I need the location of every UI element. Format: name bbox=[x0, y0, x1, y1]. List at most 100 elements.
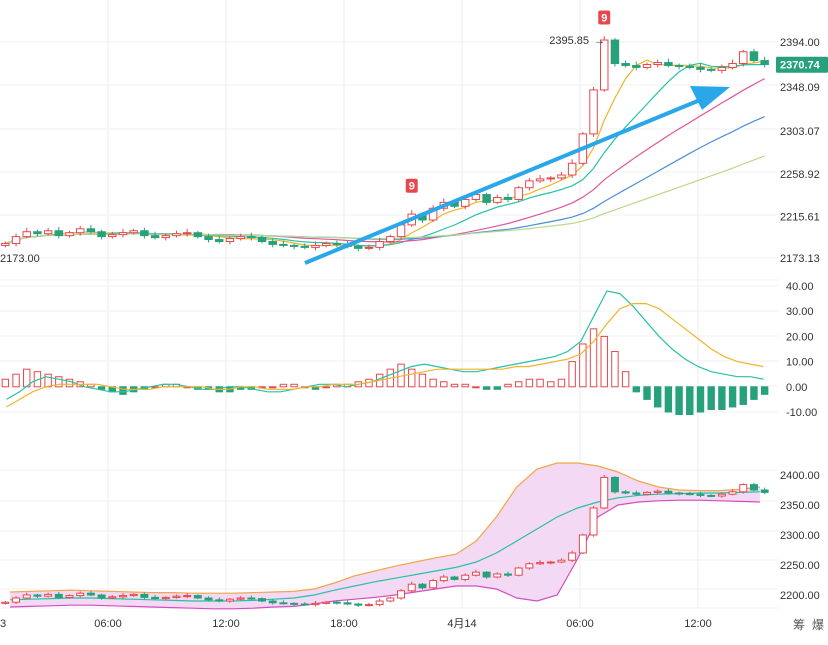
macd-histogram-bar bbox=[739, 386, 747, 405]
macd-y-tick: 20.00 bbox=[786, 331, 814, 343]
main-y-tick: 2258.92 bbox=[780, 169, 820, 181]
candle-body bbox=[204, 236, 213, 241]
boll-candle-body bbox=[108, 596, 117, 599]
boll-candle-body bbox=[76, 592, 85, 597]
boll-candle-body bbox=[514, 567, 523, 576]
candle-body bbox=[546, 177, 556, 180]
boll-candle-body bbox=[482, 571, 491, 578]
boll-candle-body bbox=[54, 593, 63, 598]
macd-dea-line bbox=[6, 303, 764, 408]
boll-candle-body bbox=[279, 602, 288, 605]
boll-candle-body bbox=[707, 494, 716, 497]
main-y-axis: 2394.00 2348.09 2303.07 2258.92 2215.61 … bbox=[780, 37, 820, 265]
boll-candle-body bbox=[493, 573, 502, 578]
signal-marker-bg bbox=[405, 178, 418, 193]
macd-dif-line bbox=[6, 290, 764, 400]
candle-body bbox=[214, 239, 224, 243]
macd-histogram-bar bbox=[557, 378, 566, 388]
candle-body bbox=[589, 89, 598, 135]
macd-histogram-bar bbox=[290, 383, 298, 388]
boll-candle-body bbox=[557, 559, 566, 563]
candle-body bbox=[118, 232, 128, 236]
boll-candle-body bbox=[236, 597, 245, 600]
liquidation-button[interactable]: 爆 bbox=[812, 618, 824, 632]
boll-candle-body bbox=[354, 603, 363, 606]
candle-body bbox=[172, 233, 181, 237]
candle-body bbox=[557, 174, 566, 179]
macd-histogram-bar bbox=[525, 378, 534, 388]
boll-candle-body bbox=[664, 490, 673, 494]
macd-histogram-bar bbox=[728, 386, 737, 408]
time-tick: 12:00 bbox=[684, 618, 712, 630]
bollinger-middle-line bbox=[10, 491, 760, 602]
candle-body bbox=[493, 196, 502, 203]
macd-y-tick: 30.00 bbox=[786, 306, 814, 318]
boll-candle-body bbox=[22, 594, 31, 599]
candle-body bbox=[300, 245, 310, 248]
candle-body bbox=[525, 180, 534, 189]
boll-candle-body bbox=[546, 561, 555, 564]
macd-y-tick: -10.00 bbox=[786, 407, 817, 419]
macd-histogram-bar bbox=[418, 373, 427, 388]
macd-histogram-bar bbox=[611, 351, 619, 388]
boll-candle-body bbox=[161, 596, 170, 600]
candle-body bbox=[696, 66, 705, 70]
macd-y-tick: 0.00 bbox=[786, 382, 807, 394]
macd-histogram-bar bbox=[461, 383, 469, 388]
macd-histogram-bar bbox=[408, 368, 416, 388]
candle-body bbox=[150, 235, 160, 239]
macd-histogram-bar bbox=[707, 386, 715, 410]
moving-average-line bbox=[5, 155, 765, 245]
candle-body bbox=[140, 230, 149, 237]
boll-y-tick: 2400.00 bbox=[780, 470, 820, 482]
time-tick: 18:00 bbox=[330, 618, 358, 630]
candle-body bbox=[482, 194, 491, 203]
boll-candle-body bbox=[589, 507, 598, 536]
boll-candle-body bbox=[504, 573, 512, 576]
boll-y-tick: 2250.00 bbox=[780, 560, 820, 572]
candle-body bbox=[279, 243, 288, 246]
boll-candle-body bbox=[343, 602, 352, 605]
boll-candle-body bbox=[129, 593, 138, 597]
macd-histogram-bar bbox=[696, 386, 705, 413]
candle-body bbox=[386, 236, 395, 243]
boll-candle-body bbox=[332, 601, 341, 604]
macd-y-tick: 10.00 bbox=[786, 357, 814, 369]
macd-histogram-bar bbox=[97, 386, 106, 390]
boll-candle-body bbox=[429, 580, 438, 589]
macd-histogram-bar bbox=[44, 373, 52, 388]
candle-body bbox=[311, 244, 320, 248]
boll-candle-body bbox=[44, 593, 53, 597]
signal-marker-label: 9 bbox=[601, 13, 607, 25]
main-price-panel[interactable]: 2394.00 2348.09 2303.07 2258.92 2215.61 … bbox=[0, 10, 828, 266]
boll-candle-body bbox=[193, 595, 202, 599]
high-price-arrow: → bbox=[594, 35, 605, 47]
candle-body bbox=[225, 238, 235, 243]
boll-candle-body bbox=[225, 598, 234, 602]
bollinger-band-fill bbox=[10, 463, 760, 609]
chip-distribution-button[interactable]: 筹 bbox=[793, 618, 805, 632]
boll-y-tick: 2200.00 bbox=[780, 590, 820, 602]
macd-y-tick: 40.00 bbox=[786, 281, 814, 293]
boll-candle-body bbox=[268, 600, 277, 604]
macd-histogram-bar bbox=[12, 373, 20, 388]
candle-body bbox=[567, 162, 577, 176]
time-tick: 3 bbox=[0, 618, 6, 630]
boll-candle-body bbox=[525, 563, 534, 569]
boll-candle-body bbox=[140, 593, 149, 598]
bollinger-panel[interactable]: 2400.00 2350.00 2300.00 2250.00 2200.00 bbox=[1, 462, 820, 610]
boll-candle-body bbox=[86, 592, 95, 596]
boll-candle-body bbox=[696, 493, 705, 496]
macd-panel[interactable]: 40.00 30.00 20.00 10.00 0.00 -10.00 bbox=[1, 281, 817, 419]
boll-candle-body bbox=[204, 597, 213, 601]
candle-body bbox=[364, 246, 374, 249]
candle-body bbox=[193, 232, 203, 238]
candle-body bbox=[749, 51, 759, 62]
boll-y-tick: 2350.00 bbox=[780, 500, 820, 512]
boll-candle-body bbox=[12, 597, 21, 603]
boll-candle-body bbox=[578, 534, 587, 554]
macd-histogram-bar bbox=[119, 386, 127, 395]
candle-body bbox=[332, 242, 342, 245]
